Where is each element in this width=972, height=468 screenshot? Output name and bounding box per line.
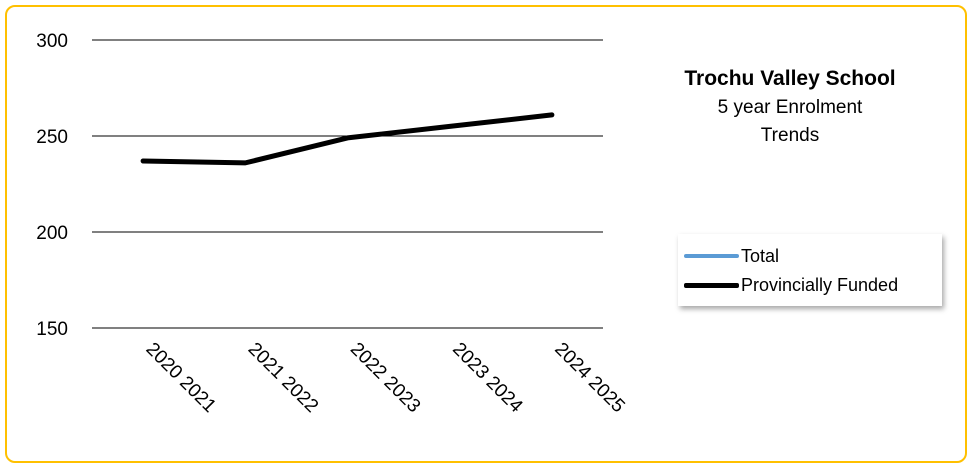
chart-subtitle-line-1: 5 year Enrolment: [717, 97, 863, 118]
legend-swatch-total: [684, 254, 739, 258]
y-tick-label: 300: [36, 31, 68, 52]
y-tick-label: 150: [36, 319, 68, 340]
legend-swatch-provincially-funded: [684, 282, 739, 288]
y-tick-label: 250: [36, 127, 68, 148]
chart-subtitle-line-2: Trends: [760, 125, 820, 146]
x-tick-label: 2020 2021: [142, 339, 220, 417]
series-lines: [140, 112, 555, 166]
x-tick-label: 2023 2024: [448, 339, 527, 418]
x-axis-ticks: 2020 2021 2021 2022 2022 2023 2023 2024 2024…: [142, 339, 629, 418]
series-line-provincially-funded: [140, 112, 555, 166]
x-tick-label: 2024 2025: [550, 339, 628, 417]
legend-item-total: Total: [678, 242, 779, 270]
chart-title: Trochu Valley School: [684, 67, 896, 90]
legend-label-total: Total: [741, 245, 780, 266]
y-tick-label: 200: [36, 223, 68, 244]
legend-label-provincially-funded: Provincially Funded: [741, 274, 899, 295]
legend: Total Provincially Funded: [678, 234, 942, 306]
chart-title-block: Trochu Valley School 5 year Enrolment Tr…: [640, 64, 940, 150]
x-tick-label: 2021 2022: [244, 339, 322, 417]
gridlines: [92, 39, 603, 329]
y-axis-ticks: 150 200 250 300: [36, 31, 68, 340]
x-tick-label: 2022 2023: [346, 339, 424, 417]
legend-item-provincially-funded: Provincially Funded: [678, 271, 898, 299]
